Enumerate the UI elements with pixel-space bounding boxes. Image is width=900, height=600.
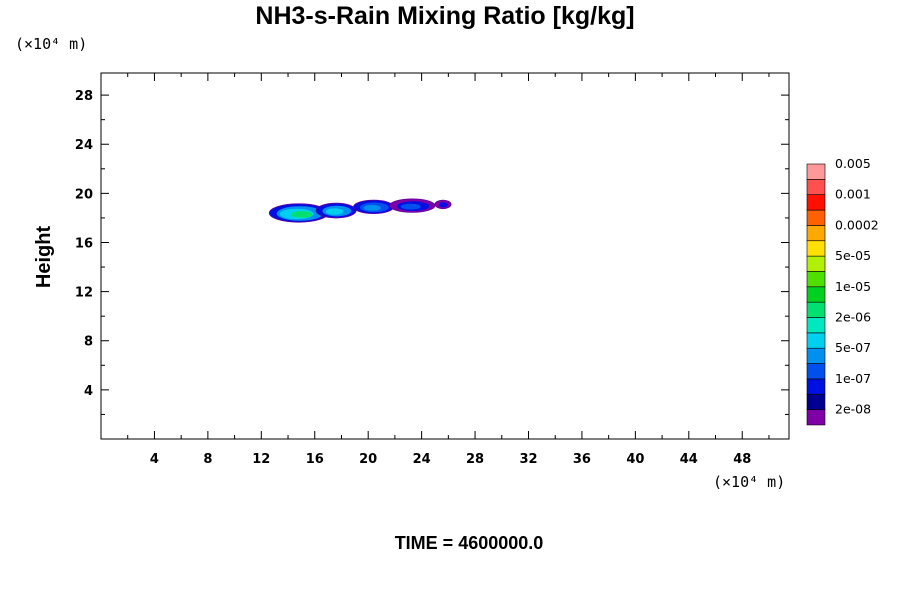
contour-region [353, 199, 394, 215]
x-tick-label: 4 [150, 452, 159, 467]
contour-region [389, 198, 436, 213]
colorbar-label: 1e-07 [835, 371, 871, 386]
contour-level [400, 203, 421, 210]
colorbar-label: 2e-06 [835, 310, 871, 325]
y-tick-label: 24 [75, 138, 93, 153]
colorbar-label: 5e-05 [835, 248, 871, 263]
contour-region [434, 199, 452, 210]
colorbar-swatch [806, 286, 826, 303]
colorbar-label: 0.0002 [835, 217, 879, 232]
x-tick-label: 8 [203, 452, 212, 467]
colorbar-swatch [806, 332, 826, 349]
colorbar-label: 2e-08 [835, 402, 871, 417]
x-tick-label: 28 [466, 452, 484, 467]
colorbar-swatch [806, 240, 826, 257]
time-label: TIME = 4600000.0 [395, 533, 544, 553]
chart-title: NH3-s-Rain Mixing Ratio [kg/kg] [255, 2, 634, 30]
colorbar-swatch [806, 179, 826, 196]
colorbar-swatch [806, 255, 826, 272]
contour-level [291, 211, 313, 218]
colorbar-label: 1e-05 [835, 279, 871, 294]
x-axis: 4 8 12 16 20 24 28 32 36 40 44 48 [127, 73, 770, 467]
x-tick-label: 36 [573, 452, 591, 467]
colorbar-swatch [806, 409, 826, 426]
contour-region [268, 203, 329, 223]
y-axis-unit: (×10⁴ m) [15, 35, 87, 53]
x-tick-label: 44 [680, 452, 698, 467]
colorbar-swatch [806, 393, 826, 410]
contour-region [315, 202, 357, 219]
y-axis-label: Height [33, 226, 55, 289]
colorbar-swatch [806, 317, 826, 334]
y-tick-label: 28 [75, 89, 93, 104]
y-tick-label: 4 [84, 384, 93, 399]
colorbar-swatch [806, 163, 826, 180]
colorbar-swatch [806, 347, 826, 364]
colorbar-swatch [806, 301, 826, 318]
colorbar-swatch [806, 378, 826, 395]
colorbar-label: 5e-07 [835, 340, 871, 355]
plot-area [268, 198, 452, 223]
y-tick-label: 16 [75, 236, 93, 251]
colorbar-swatch [806, 209, 826, 226]
y-tick-label: 20 [75, 187, 93, 202]
colorbar-swatch [806, 271, 826, 288]
colorbar-swatch [806, 363, 826, 380]
y-tick-label: 12 [75, 286, 93, 301]
colorbar-label: 0.001 [835, 187, 871, 202]
x-tick-label: 12 [252, 452, 270, 467]
contour-level [438, 202, 448, 208]
colorbar-swatch [806, 194, 826, 211]
y-axis: 4 8 12 16 20 24 28 [75, 89, 789, 415]
colorbar-label: 0.005 [835, 156, 871, 171]
x-tick-label: 24 [413, 452, 431, 467]
colorbar: 2e-08 1e-07 5e-07 2e-06 1e-05 5e-05 0.0002 0.00… [806, 156, 879, 426]
x-tick-label: 20 [359, 452, 377, 467]
colorbar-swatch [806, 225, 826, 242]
plot-frame [100, 72, 790, 440]
contour-level [325, 208, 344, 215]
contour-level [363, 204, 381, 211]
x-tick-label: 40 [626, 452, 644, 467]
x-tick-label: 16 [306, 452, 324, 467]
y-tick-label: 8 [84, 335, 93, 350]
x-tick-label: 32 [519, 452, 537, 467]
x-tick-label: 48 [733, 452, 751, 467]
x-axis-unit: (×10⁴ m) [713, 473, 785, 491]
